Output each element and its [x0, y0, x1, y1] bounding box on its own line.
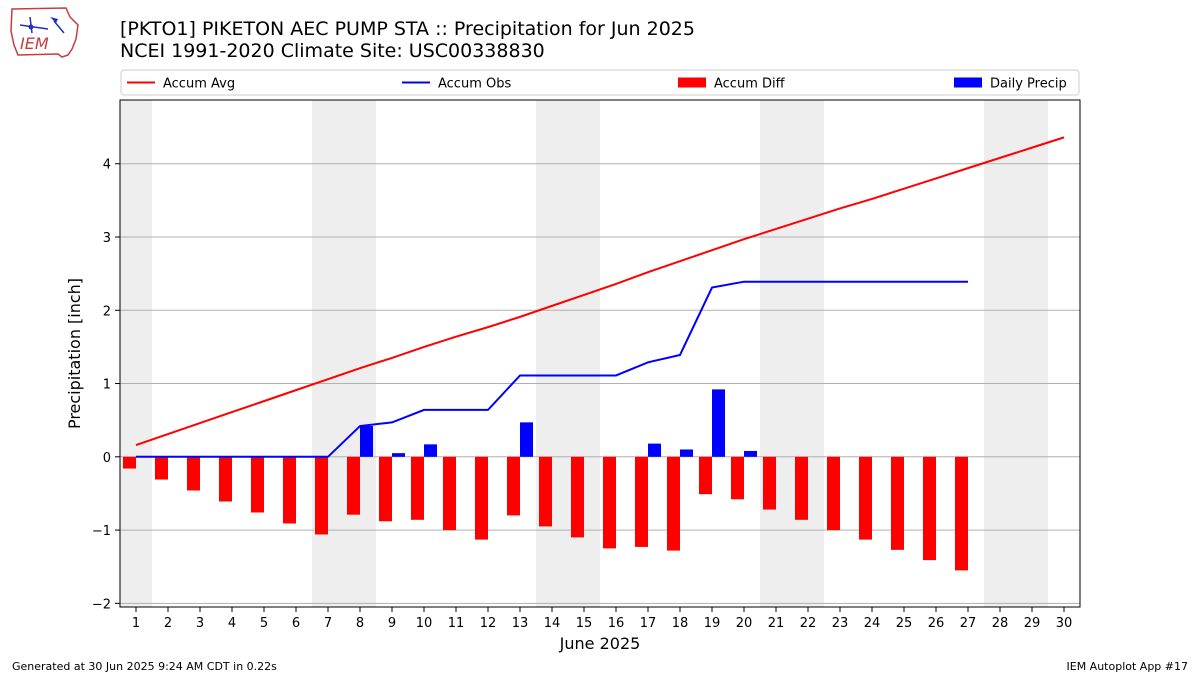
- accum-diff-bar-15: [571, 456, 584, 538]
- accum-diff-bar-22: [795, 456, 808, 520]
- x-tick-label-25: 25: [896, 616, 913, 631]
- x-tick-label-1: 1: [132, 616, 140, 631]
- accum-avg-line: [135, 136, 1065, 447]
- weekend-shade-day-14: [536, 100, 568, 607]
- weekend-shade-day-22: [792, 100, 824, 607]
- footer-app-label: IEM Autoplot App #17: [1066, 660, 1189, 673]
- y-tick-label-2: 2: [103, 304, 111, 319]
- accum-diff-bar-11: [443, 456, 456, 531]
- accum-diff-bar-4: [219, 456, 232, 502]
- x-tick-label-16: 16: [608, 616, 625, 631]
- x-tick-label-18: 18: [672, 616, 689, 631]
- daily-precip-bar-20: [744, 450, 757, 457]
- x-tick-label-19: 19: [704, 616, 721, 631]
- weekend-shade-day-28: [984, 100, 1016, 607]
- x-tick-label-9: 9: [388, 616, 396, 631]
- accum-diff-bar-10: [411, 456, 424, 520]
- chart-subtitle: NCEI 1991-2020 Climate Site: USC00338830: [120, 40, 545, 62]
- x-tick-label-26: 26: [928, 616, 945, 631]
- y-tick-label--2: −2: [92, 597, 111, 612]
- legend-label-accum-diff: Accum Diff: [714, 77, 786, 92]
- x-tick-label-4: 4: [228, 616, 236, 631]
- daily-precip-bar-13: [520, 422, 533, 457]
- daily-precip-bar-19: [712, 389, 725, 457]
- x-tick-label-15: 15: [576, 616, 593, 631]
- legend-label-accum-obs: Accum Obs: [438, 77, 511, 92]
- weekend-shade-day-1: [120, 100, 152, 607]
- legend-swatch-accum-diff: [678, 77, 706, 88]
- y-tick-label-1: 1: [103, 378, 111, 393]
- x-tick-label-11: 11: [448, 616, 465, 631]
- y-axis-label: Precipitation [inch]: [65, 278, 84, 429]
- accum-diff-bar-25: [891, 456, 904, 550]
- x-tick-label-24: 24: [864, 616, 881, 631]
- daily-precip-bar-9: [392, 453, 405, 457]
- accum-diff-bar-23: [827, 456, 840, 531]
- accum-diff-bar-14: [539, 456, 552, 527]
- x-tick-label-30: 30: [1056, 616, 1073, 631]
- accum-diff-bar-1: [123, 456, 136, 469]
- accum-diff-bar-13: [507, 456, 520, 516]
- legend-label-accum-avg: Accum Avg: [163, 77, 235, 92]
- y-tick-label-0: 0: [103, 451, 111, 466]
- accum-diff-bar-19: [699, 456, 712, 495]
- legend-label-daily-precip: Daily Precip: [990, 77, 1067, 92]
- accum-diff-bar-16: [603, 456, 616, 549]
- x-tick-label-7: 7: [324, 616, 332, 631]
- daily-precip-bar-18: [680, 449, 693, 457]
- x-tick-label-6: 6: [292, 616, 300, 631]
- accum-diff-bar-2: [155, 456, 168, 480]
- accum-diff-bar-7: [315, 456, 328, 535]
- accum-diff-bar-6: [283, 456, 296, 524]
- x-tick-label-10: 10: [416, 616, 433, 631]
- accum-diff-bar-26: [923, 456, 936, 561]
- x-tick-label-17: 17: [640, 616, 657, 631]
- accum-diff-bar-24: [859, 456, 872, 540]
- x-tick-label-5: 5: [260, 616, 268, 631]
- accum-diff-bar-20: [731, 456, 744, 500]
- accum-diff-bar-12: [475, 456, 488, 540]
- logo-text: IEM: [20, 34, 49, 53]
- iem-logo: IEM: [8, 5, 84, 65]
- daily-precip-bar-10: [424, 444, 437, 457]
- x-tick-label-29: 29: [1024, 616, 1041, 631]
- chart-title: [PKTO1] PIKETON AEC PUMP STA :: Precipit…: [120, 18, 695, 40]
- x-tick-label-28: 28: [992, 616, 1009, 631]
- y-tick-label--1: −1: [92, 524, 111, 539]
- y-tick-label-3: 3: [103, 231, 111, 246]
- plot-frame: [119, 99, 1081, 608]
- x-tick-label-12: 12: [480, 616, 497, 631]
- x-tick-label-3: 3: [196, 616, 204, 631]
- accum-diff-bar-17: [635, 456, 648, 547]
- x-tick-label-8: 8: [356, 616, 364, 631]
- x-tick-label-21: 21: [768, 616, 785, 631]
- accum-diff-bar-27: [955, 456, 968, 571]
- x-tick-label-22: 22: [800, 616, 817, 631]
- weekend-shade-day-21: [760, 100, 792, 607]
- x-tick-label-2: 2: [164, 616, 172, 631]
- accum-diff-bar-9: [379, 456, 392, 522]
- accum-diff-bar-18: [667, 456, 680, 551]
- weekend-shade-day-8: [344, 100, 376, 607]
- x-tick-label-14: 14: [544, 616, 561, 631]
- weekend-shade-day-29: [1016, 100, 1048, 607]
- x-tick-label-27: 27: [960, 616, 977, 631]
- legend-swatch-daily-precip: [954, 77, 982, 88]
- y-tick-label-4: 4: [103, 158, 111, 173]
- x-axis-label: June 2025: [559, 634, 641, 653]
- daily-precip-bar-8: [360, 426, 373, 457]
- accum-diff-bar-8: [347, 456, 360, 515]
- accum-diff-bar-21: [763, 456, 776, 510]
- x-tick-label-23: 23: [832, 616, 849, 631]
- accum-diff-bar-5: [251, 456, 264, 513]
- daily-precip-bar-17: [648, 443, 661, 457]
- x-tick-label-20: 20: [736, 616, 753, 631]
- footer-generated-text: Generated at 30 Jun 2025 9:24 AM CDT in …: [12, 660, 277, 673]
- accum-obs-line: [136, 280, 968, 458]
- legend-box: [120, 69, 1080, 96]
- x-tick-label-13: 13: [512, 616, 529, 631]
- accum-diff-bar-3: [187, 456, 200, 491]
